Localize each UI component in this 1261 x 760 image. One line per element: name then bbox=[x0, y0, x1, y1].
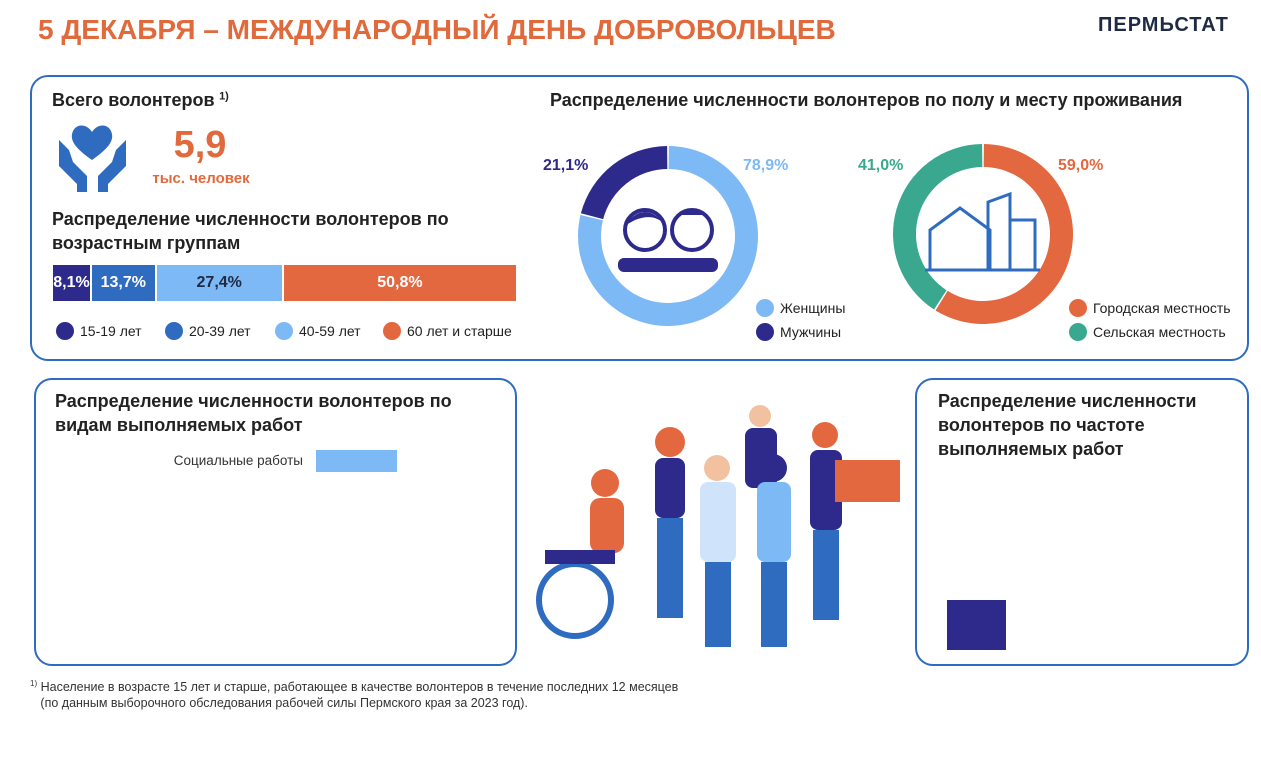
brand-logo: ПЕРМЬСТАТ bbox=[1098, 14, 1229, 36]
donut-slice bbox=[935, 144, 1073, 324]
legend-dot bbox=[1069, 323, 1087, 341]
age-bar-segment: 50,8% bbox=[283, 265, 516, 301]
total-label-text: Всего волонтеров bbox=[52, 90, 215, 110]
legend-label: Городская местность bbox=[1093, 300, 1231, 316]
hands-heart-icon bbox=[59, 125, 126, 192]
donut-slice bbox=[893, 144, 983, 310]
legend-dot bbox=[1069, 299, 1087, 317]
page-title: 5 ДЕКАБРЯ – МЕЖДУНАРОДНЫЙ ДЕНЬ ДОБРОВОЛЬ… bbox=[38, 14, 836, 45]
woman-man-icon bbox=[618, 208, 718, 272]
age-bar-label: 8,1% bbox=[53, 274, 90, 291]
legend-dot bbox=[383, 322, 401, 340]
legend-label: 60 лет и старше bbox=[407, 323, 512, 339]
legend-label: Женщины bbox=[780, 300, 845, 316]
work-type-bar bbox=[316, 450, 397, 472]
work-types-title: Распределение численности волонтеров по … bbox=[55, 391, 452, 435]
total-unit: тыс. человек bbox=[152, 170, 250, 187]
donut-charts: 78,9% 21,1% Женщины Мужчины 59,0% 41,0% Городс… bbox=[543, 144, 1231, 341]
footnote: 1) Население в возрасте 15 лет и старше,… bbox=[30, 676, 678, 711]
age-bar-label: 13,7% bbox=[100, 274, 146, 291]
footnote-mark: 1) bbox=[30, 679, 38, 688]
frequency-title: Распределение численности волонтеров по … bbox=[938, 391, 1197, 459]
frequency-segment bbox=[947, 600, 1006, 650]
donut-label: 21,1% bbox=[543, 157, 588, 174]
work-types-panel bbox=[34, 378, 517, 666]
legend-dot bbox=[165, 322, 183, 340]
city-buildings-icon bbox=[925, 191, 1040, 272]
age-bar-segment: 8,1% bbox=[53, 265, 91, 301]
legend-dot bbox=[56, 322, 74, 340]
legend-item: 15-19 лет bbox=[56, 322, 142, 340]
age-bar-label: 27,4% bbox=[196, 274, 242, 291]
donut-label: 59,0% bbox=[1058, 157, 1103, 174]
footnote-line2: (по данным выборочного обследования рабо… bbox=[40, 696, 528, 711]
age-stacked-bar: 8,1% 13,7% 27,4% 50,8% bbox=[53, 265, 516, 301]
legend-dot bbox=[275, 322, 293, 340]
work-type-label: Социальные работы bbox=[40, 453, 303, 469]
donut-label: 78,9% bbox=[743, 157, 788, 174]
legend-item: 40-59 лет bbox=[275, 322, 361, 340]
legend-item: 20-39 лет bbox=[165, 322, 251, 340]
legend-label: Сельская местность bbox=[1093, 324, 1226, 340]
work-type-label-line: Социальные работы bbox=[173, 453, 303, 468]
legend-label: 40-59 лет bbox=[299, 323, 361, 339]
frequency-panel bbox=[915, 378, 1249, 666]
legend-label: Мужчины bbox=[780, 324, 841, 340]
legend-label: 20-39 лет bbox=[189, 323, 251, 339]
donut-label: 41,0% bbox=[858, 157, 903, 174]
legend-label: 15-19 лет bbox=[80, 323, 142, 339]
legend-item: 60 лет и старше bbox=[383, 322, 512, 340]
donut-slice bbox=[580, 146, 668, 220]
age-chart-title: Распределение численности волонтеров по … bbox=[52, 209, 449, 253]
top-panel bbox=[30, 75, 1249, 361]
total-value: 5,9 bbox=[173, 124, 227, 166]
legend-dot bbox=[756, 299, 774, 317]
volunteers-illustration bbox=[536, 405, 900, 647]
footnote-line1: Население в возрасте 15 лет и старше, ра… bbox=[40, 680, 679, 695]
total-label: Всего волонтеров 1) bbox=[52, 88, 229, 112]
gender-place-title: Распределение численности волонтеров по … bbox=[550, 90, 1183, 110]
footnote-mark: 1) bbox=[219, 90, 229, 103]
legend-dot bbox=[756, 323, 774, 341]
age-bar-label: 50,8% bbox=[377, 274, 423, 291]
age-bar-segment: 13,7% bbox=[92, 265, 155, 301]
age-bar-segment: 27,4% bbox=[156, 265, 282, 301]
